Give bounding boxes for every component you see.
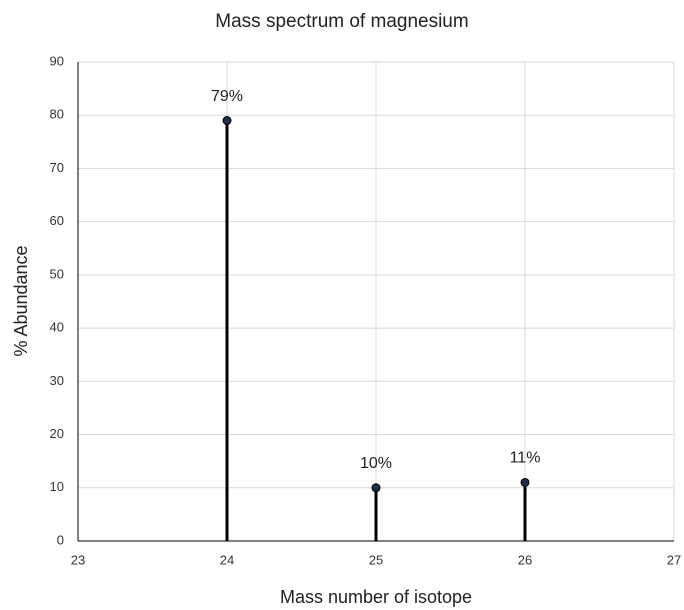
y-tick-label: 50	[50, 266, 64, 281]
y-tick-label: 20	[50, 426, 64, 441]
value-label: 10%	[360, 455, 392, 472]
y-tick-label: 70	[50, 160, 64, 175]
x-tick-label: 24	[220, 552, 234, 567]
y-tick-label: 40	[50, 320, 64, 335]
y-axis-label: % Abundance	[11, 245, 31, 356]
marker	[520, 477, 530, 487]
y-tick-label: 80	[50, 107, 64, 122]
value-label: 11%	[510, 450, 541, 467]
x-tick-label: 25	[369, 552, 383, 567]
y-tick-label: 0	[57, 532, 64, 547]
y-tick-label: 90	[50, 53, 64, 68]
x-tick-label: 27	[667, 552, 681, 567]
y-tick-label: 30	[50, 373, 64, 388]
marker	[371, 483, 381, 493]
y-tick-label: 10	[50, 479, 64, 494]
chart-title: Mass spectrum of magnesium	[215, 11, 468, 32]
x-tick-label: 23	[71, 552, 85, 567]
x-axis-label: Mass number of isotope	[280, 587, 472, 607]
y-tick-label: 60	[50, 213, 64, 228]
marker	[222, 116, 232, 126]
value-label: 79%	[211, 88, 243, 105]
x-tick-label: 26	[518, 552, 532, 567]
